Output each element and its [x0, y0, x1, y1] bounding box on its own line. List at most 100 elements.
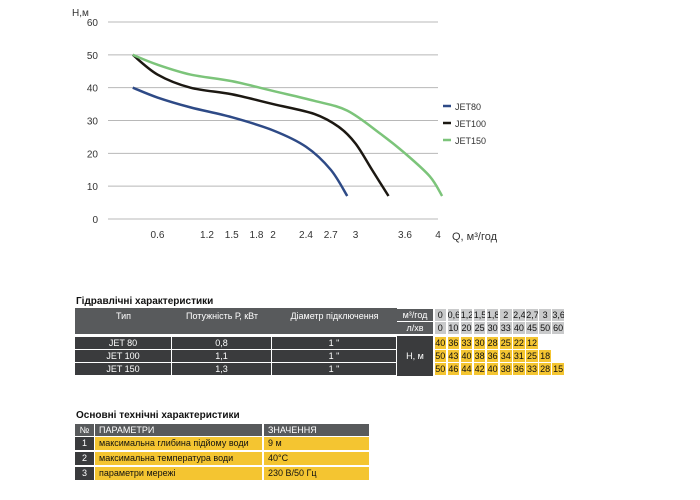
- model-name: JET 150: [75, 363, 171, 375]
- y-tick-label: 0: [92, 215, 98, 226]
- spec-value-header: ЗНАЧЕННЯ: [264, 424, 369, 436]
- model-power: 0,8: [172, 337, 271, 349]
- x-tick-label: 1.8: [250, 230, 264, 241]
- spec-value: 9 м: [264, 437, 369, 450]
- pump-curve-chart: H,м Q, м³/год 0 10 20 30 40 50 60 0.6 1.2 1.5 1.8 2…: [72, 8, 498, 243]
- flow-l-cell: 30: [486, 322, 499, 334]
- head-value: 33: [460, 337, 473, 349]
- x-tick-label: 2: [270, 230, 276, 241]
- head-value: 36: [486, 350, 499, 362]
- flow-l-cell: 10: [447, 322, 460, 334]
- head-value: 22: [513, 337, 525, 349]
- flow-l-cell: 25: [473, 322, 486, 334]
- spec-param: максимальна глибина підйому води: [95, 437, 262, 450]
- spec-num-header: №: [75, 424, 94, 436]
- model-connection: 1 ": [272, 350, 396, 362]
- head-value: 43: [447, 350, 460, 362]
- head-value: 34: [500, 350, 512, 362]
- head-value: 36: [447, 337, 460, 349]
- flow-unit-l: л/хв: [397, 322, 433, 334]
- head-value: 42: [473, 363, 486, 375]
- head-value: 40: [434, 337, 447, 349]
- chart-grid: [108, 21, 438, 220]
- head-label: Н, м: [397, 336, 433, 376]
- power-header: [172, 308, 272, 334]
- head-value: 36: [513, 363, 525, 375]
- model-connection: 1 ": [272, 363, 396, 375]
- head-value: 33: [526, 363, 538, 375]
- spec-param-header: ПАРАМЕТРИ: [95, 424, 262, 436]
- x-tick-label: 1.5: [225, 230, 239, 241]
- head-value: [552, 350, 564, 362]
- head-value: 46: [447, 363, 460, 375]
- head-value: 40: [486, 363, 499, 375]
- y-tick-label: 60: [87, 18, 99, 29]
- head-value: 15: [552, 363, 564, 375]
- flow-m3-cell: 2,4: [513, 309, 525, 321]
- head-value: [539, 337, 551, 349]
- hydraulic-title: Гідравлічні характеристики: [76, 296, 214, 307]
- connection-header: [272, 308, 397, 334]
- flow-l-cell: 33: [500, 322, 512, 334]
- y-tick-label: 30: [87, 117, 99, 128]
- flow-l-cell: 50: [539, 322, 551, 334]
- power-header-label: Потужність Р, кВт: [186, 311, 258, 321]
- spec-value: 40°C: [264, 452, 369, 465]
- spec-value: 230 В/50 Гц: [264, 467, 369, 480]
- head-value: 30: [473, 337, 486, 349]
- model-power: 1,3: [172, 363, 271, 375]
- type-header-label: Тип: [115, 311, 131, 321]
- axis-ticks: 0 10 20 30 40 50 60 0.6 1.2 1.5 1.8 2 2.4 2.7 3 3.6 4: [87, 18, 441, 241]
- x-tick-label: 3: [353, 230, 359, 241]
- y-axis-label: H,м: [72, 8, 89, 19]
- flow-m3-cell: 1,8: [486, 309, 499, 321]
- model-connection: 1 ": [272, 337, 396, 349]
- flow-m3-cell: 2,7: [526, 309, 538, 321]
- connection-header-label: Діаметр підключення: [290, 311, 379, 321]
- x-tick-label: 1.2: [200, 230, 214, 241]
- flow-l-cell: 40: [513, 322, 525, 334]
- head-value: 28: [539, 363, 551, 375]
- series-line-jet150: [132, 53, 444, 197]
- specs-title: Основні технічні характеристики: [76, 410, 240, 421]
- x-tick-label: 3.6: [398, 230, 412, 241]
- spec-param: максимальна температура води: [95, 452, 262, 465]
- head-value: 50: [434, 363, 447, 375]
- series-line-jet100: [131, 53, 390, 197]
- y-tick-label: 20: [87, 149, 99, 160]
- x-tick-label: 4: [435, 230, 441, 241]
- head-value: 18: [539, 350, 551, 362]
- x-tick-label: 2.7: [324, 230, 338, 241]
- flow-l-cell: 20: [460, 322, 473, 334]
- legend-label: JET150: [455, 136, 486, 146]
- flow-l-cell: 45: [526, 322, 538, 334]
- flow-m3-cell: 1,2: [460, 309, 473, 321]
- flow-m3-cell: 0: [434, 309, 447, 321]
- head-value: 50: [434, 350, 447, 362]
- head-value: 38: [500, 363, 512, 375]
- series-line-jet80: [132, 86, 349, 197]
- head-value: 40: [460, 350, 473, 362]
- flow-l-cell: 60: [552, 322, 564, 334]
- flow-m3-cell: 1,5: [473, 309, 486, 321]
- type-header: [75, 308, 172, 334]
- y-tick-label: 40: [87, 84, 99, 95]
- head-value: 25: [500, 337, 512, 349]
- model-power: 1,1: [172, 350, 271, 362]
- head-value: 12: [526, 337, 538, 349]
- head-value: 38: [473, 350, 486, 362]
- flow-m3-cell: 3,6: [552, 309, 564, 321]
- x-tick-label: 2.4: [299, 230, 313, 241]
- flow-m3-cell: 2: [500, 309, 512, 321]
- spec-param: параметри мережі: [95, 467, 262, 480]
- head-value: 25: [526, 350, 538, 362]
- spec-num: 1: [75, 437, 94, 450]
- chart-series: [131, 53, 444, 197]
- chart-legend: JET80 JET100 JET150: [443, 102, 486, 146]
- model-name: JET 80: [75, 337, 171, 349]
- head-value: 31: [513, 350, 525, 362]
- flow-m3-cell: 3: [539, 309, 551, 321]
- head-value: 28: [486, 337, 499, 349]
- flow-m3-cell: 0,6: [447, 309, 460, 321]
- x-tick-label: 0.6: [151, 230, 165, 241]
